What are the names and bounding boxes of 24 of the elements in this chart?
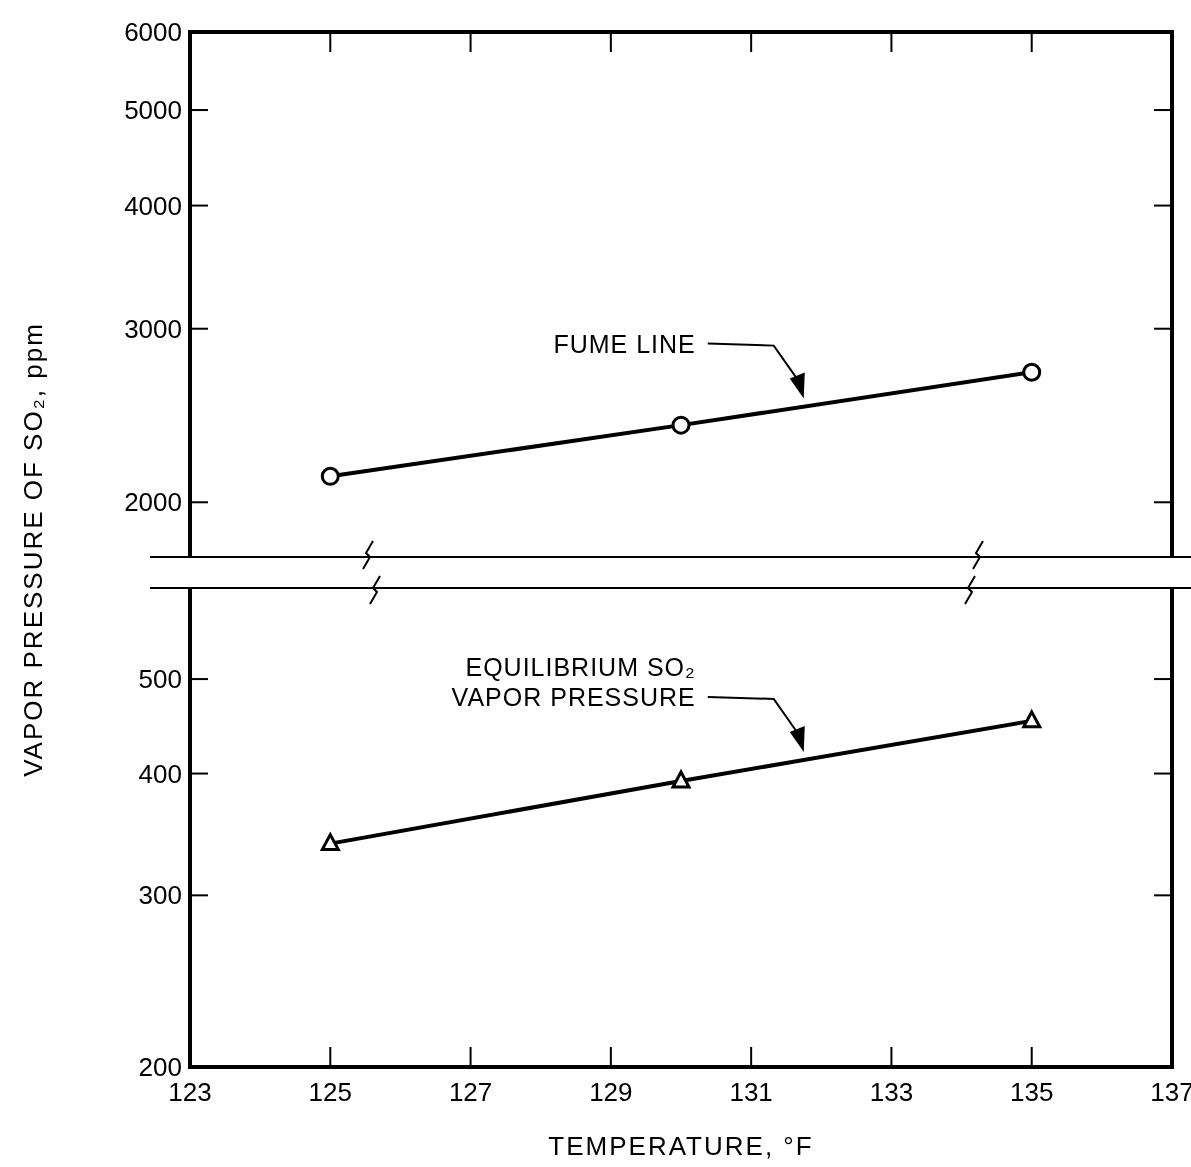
point bbox=[671, 415, 691, 435]
x-tick-label: 129 bbox=[589, 1077, 633, 1107]
y-tick-label: 6000 bbox=[124, 17, 182, 48]
y-tick-label: 2000 bbox=[124, 487, 182, 518]
text: EQUILIBRIUM SO₂ VAPOR PRESSURE bbox=[451, 652, 696, 711]
point bbox=[671, 770, 691, 789]
point bbox=[1022, 710, 1042, 729]
x-tick-label: 135 bbox=[1010, 1077, 1054, 1107]
y-axis-title: VAPOR PRESSURE OF SO₂, ppm bbox=[18, 322, 48, 777]
point bbox=[1022, 362, 1042, 382]
point bbox=[320, 466, 340, 486]
y-tick-label: 5000 bbox=[124, 95, 182, 126]
y-tick-label: 300 bbox=[138, 880, 182, 911]
y-tick-label: 3000 bbox=[124, 313, 182, 344]
y-tick-label: 400 bbox=[138, 758, 182, 789]
text: FUME LINE bbox=[553, 329, 696, 358]
y-tick-label: 4000 bbox=[124, 190, 182, 221]
x-axis-title: TEMPERATURE, °F bbox=[548, 1131, 814, 1161]
x-tick-label: 127 bbox=[448, 1077, 493, 1107]
x-tick-label: 131 bbox=[729, 1077, 773, 1107]
y-tick-label: 500 bbox=[138, 664, 182, 695]
point bbox=[320, 833, 340, 852]
x-tick-label: 125 bbox=[308, 1077, 352, 1107]
x-tick-label: 133 bbox=[869, 1077, 914, 1107]
